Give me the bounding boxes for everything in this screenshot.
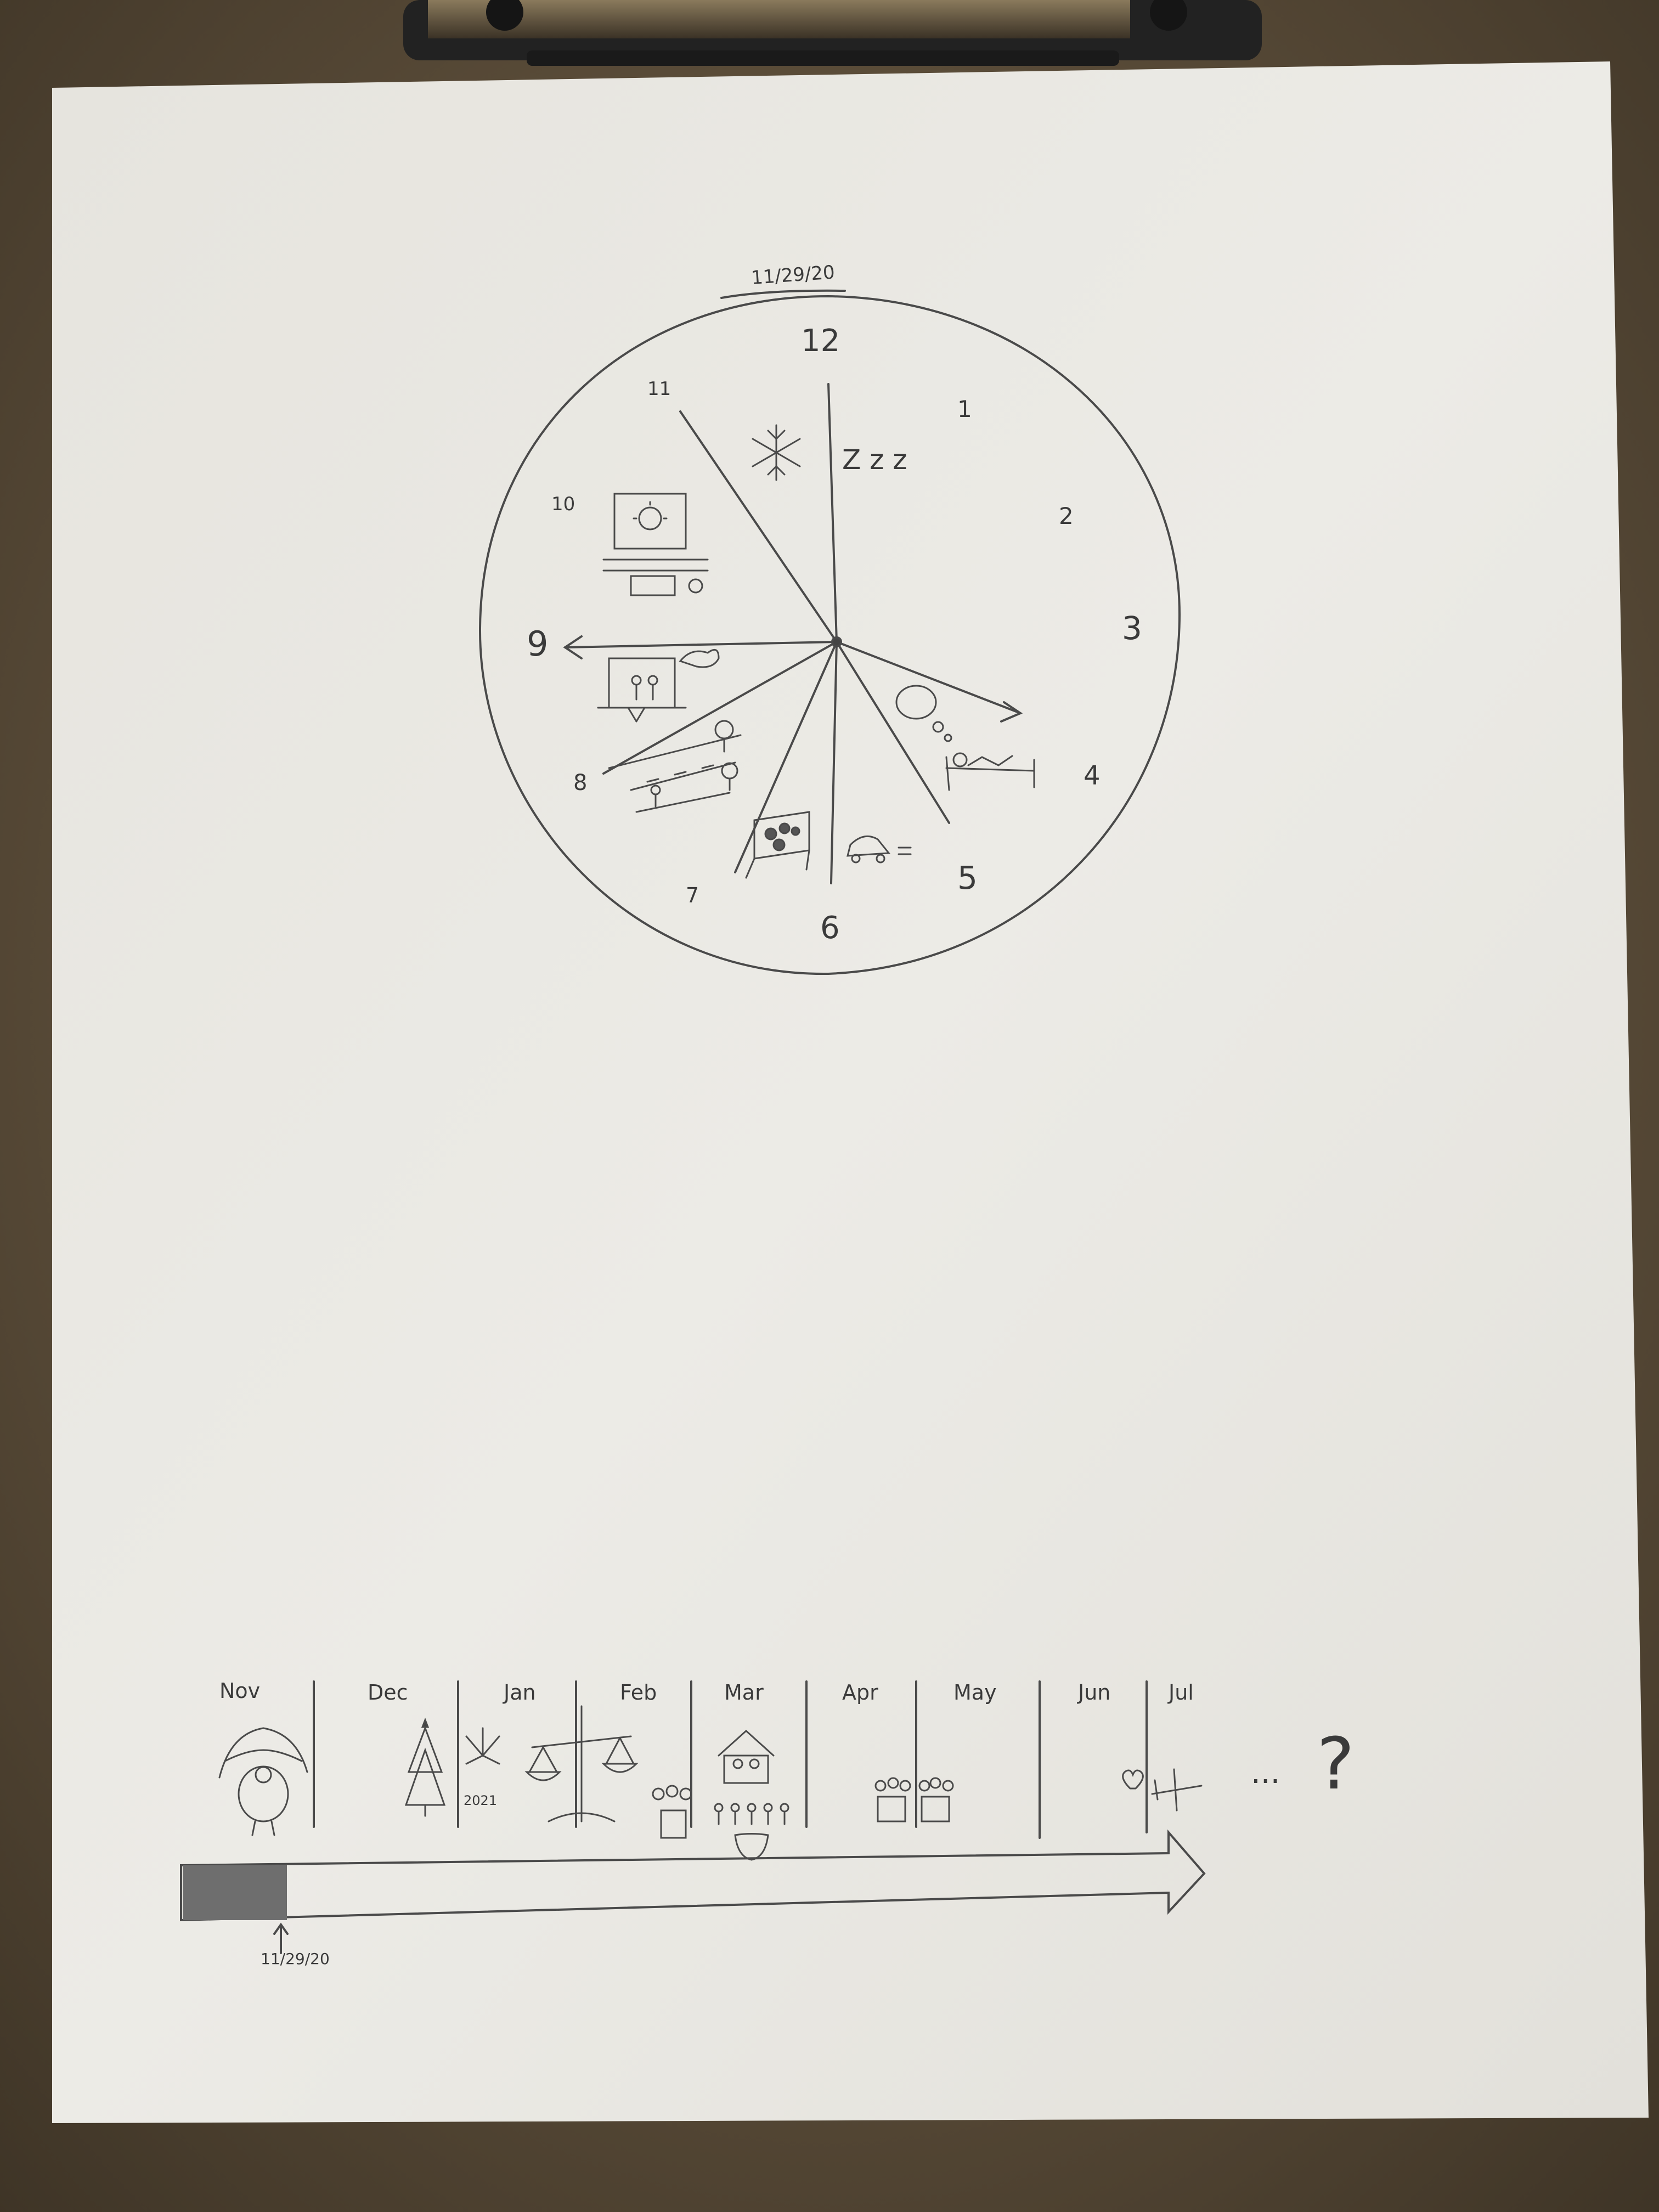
line-11 xyxy=(679,410,838,643)
mask-icon xyxy=(734,1833,769,1861)
clock-number-10: 10 xyxy=(551,493,575,515)
clock xyxy=(478,289,1181,975)
car-icon xyxy=(847,835,912,864)
turkey-icon xyxy=(218,1727,308,1836)
clock-face xyxy=(478,295,1181,975)
month-nov: Nov xyxy=(219,1679,260,1703)
month-feb: Feb xyxy=(620,1680,657,1705)
airplane-icon xyxy=(1151,1768,1203,1812)
arrow-9 xyxy=(563,635,583,659)
month-jan: Jan xyxy=(503,1680,536,1705)
arrow-3 xyxy=(1000,701,1023,723)
clock-number-9: 9 xyxy=(527,624,548,664)
month-labels: Nov Dec Jan Feb Mar Apr May Jun Jul xyxy=(219,1679,1194,1705)
month-jul: Jul xyxy=(1167,1680,1194,1705)
clock-number-2: 2 xyxy=(1059,503,1074,529)
line-12 xyxy=(827,383,838,643)
clock-number-5: 5 xyxy=(957,859,978,896)
current-date-label: 11/29/20 xyxy=(261,1950,330,1968)
date-underline xyxy=(720,289,846,299)
thought-bubble-icon xyxy=(895,685,952,742)
clock-number-6: 6 xyxy=(820,910,840,946)
clock-number-4: 4 xyxy=(1084,760,1101,791)
clock-number-7: 7 xyxy=(686,883,699,907)
bed-icon xyxy=(945,752,1035,791)
easel-icon xyxy=(597,648,720,723)
scales-icon xyxy=(524,1705,639,1822)
plant-pot-icon xyxy=(652,1785,692,1839)
year-label: 2021 xyxy=(464,1793,497,1808)
heart-icon xyxy=(1122,1769,1144,1790)
month-dec: Dec xyxy=(368,1680,408,1705)
sleep-mark: Z z z xyxy=(842,444,907,476)
christmas-tree-icon xyxy=(404,1717,446,1817)
plant-pot-icon xyxy=(874,1777,954,1822)
line-7 xyxy=(734,641,838,873)
month-apr: Apr xyxy=(842,1680,878,1705)
month-may: May xyxy=(953,1680,997,1705)
paper-sheet xyxy=(52,61,1649,2123)
clock-number-11: 11 xyxy=(647,378,671,400)
timeline-arrow xyxy=(180,1829,1206,1922)
clock-number-3: 3 xyxy=(1122,610,1142,647)
elapsed-fill xyxy=(183,1865,287,1920)
clock-numbers: 12 1 2 3 4 5 6 7 8 9 10 11 xyxy=(527,323,1142,946)
line-3 xyxy=(836,641,1022,714)
clock-number-12: 12 xyxy=(801,323,840,359)
month-jun: Jun xyxy=(1077,1680,1110,1705)
snowflake-icon xyxy=(752,424,801,481)
timeline-question: ? xyxy=(1317,1722,1355,1805)
line-5 xyxy=(836,641,950,824)
computer-icon xyxy=(602,493,709,596)
clock-number-1: 1 xyxy=(957,396,972,422)
month-mar: Mar xyxy=(724,1680,764,1705)
timeline-ellipsis: ... xyxy=(1251,1755,1280,1791)
fireworks-icon xyxy=(465,1727,500,1765)
clock-number-8: 8 xyxy=(573,770,587,795)
line-8 xyxy=(602,641,838,775)
timeline xyxy=(180,1680,1206,1954)
people-icon xyxy=(714,1803,789,1825)
line-6 xyxy=(830,641,838,884)
house-icon xyxy=(718,1729,775,1784)
clip xyxy=(403,0,1262,66)
food-icon xyxy=(745,811,810,879)
walk-icon xyxy=(608,720,742,813)
line-9 xyxy=(564,641,838,648)
